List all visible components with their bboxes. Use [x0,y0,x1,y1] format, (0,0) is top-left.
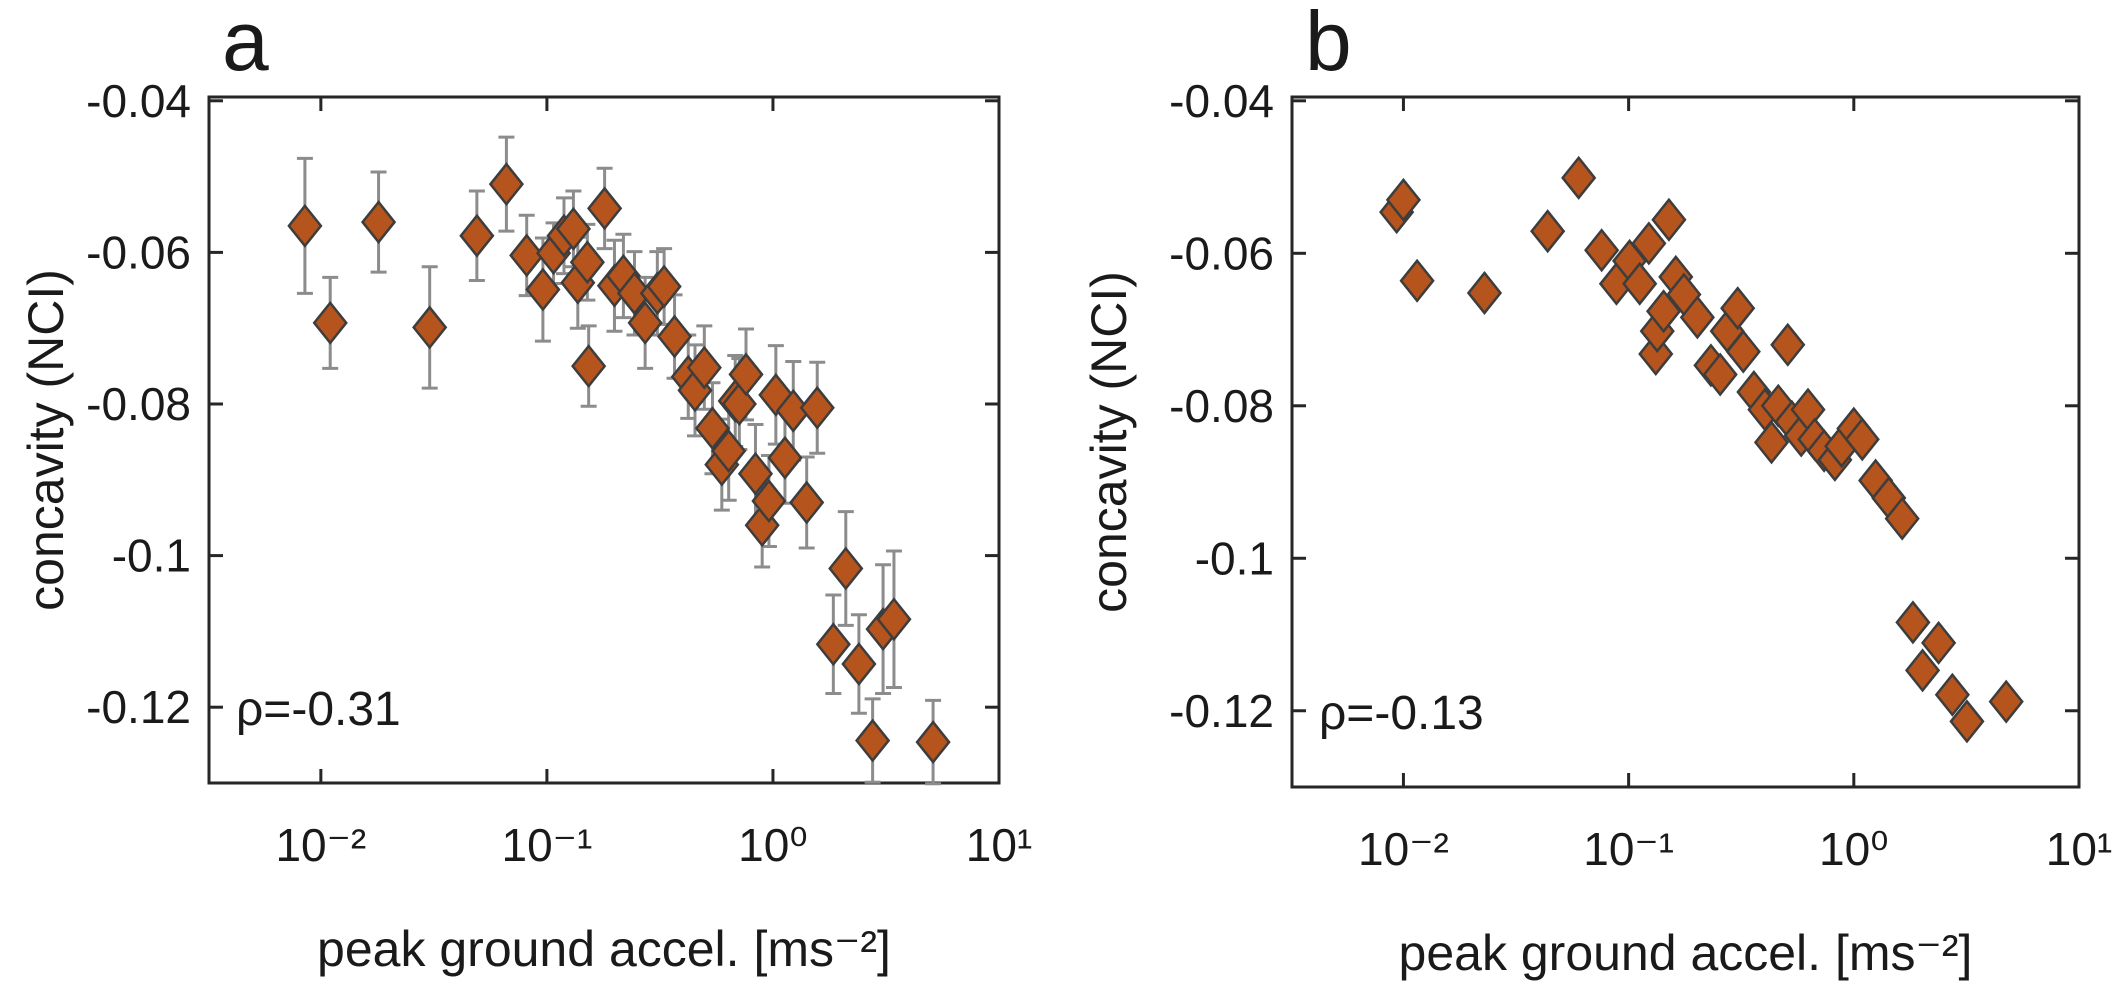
point [1949,699,1985,744]
y-tick-label: -0.06 [86,226,191,278]
point [1385,177,1422,222]
y-tick-label: -0.08 [86,378,191,430]
point [751,479,787,524]
point [488,162,525,207]
point [1720,286,1756,331]
point [1702,352,1738,397]
point [728,352,764,397]
x-tick-label: 10⁰ [1819,823,1889,875]
point [915,720,951,765]
point [1584,228,1620,273]
point [1466,270,1503,315]
point [1399,258,1435,303]
point [694,406,731,451]
point [525,267,561,312]
y-tick-label: -0.12 [86,681,191,733]
y-tick-label: -0.04 [1169,75,1274,127]
point [569,240,605,285]
annotation: ρ=-0.31 [236,683,401,736]
plot-frame [207,95,1001,785]
point [1622,261,1658,306]
point [1679,295,1715,340]
x-tick-label: 10¹ [966,819,1032,871]
point [841,641,877,686]
point [876,597,912,642]
y-tick-label: -0.06 [1169,227,1274,279]
point [855,718,891,763]
point [815,622,851,667]
point [721,381,757,426]
point [1530,209,1566,254]
point [767,435,803,480]
y-axis-label: concavity (NCI) [18,269,74,611]
point [1631,221,1667,266]
point [360,200,397,245]
plot-frame [1290,95,2081,789]
point [737,451,774,496]
y-axis-label: concavity (NCI) [1081,271,1137,613]
x-tick-label: 10⁻¹ [502,819,593,871]
point [1904,648,1941,693]
y-tick-label: -0.12 [1169,685,1274,737]
point [1934,672,1970,717]
point [1753,420,1790,465]
point [1895,600,1931,645]
panel-label: b [1305,0,1352,88]
y-tick-label: -0.08 [1169,380,1274,432]
y-tick-label: -0.1 [112,530,191,582]
point [1561,155,1597,200]
point [1651,197,1687,242]
point [555,206,592,251]
point [312,300,348,345]
panel: 10⁻² 10⁻¹ 10⁰ 10¹ -0.04 -0.06 -0.08 -0.1 -0.12 pe… [18,0,1032,977]
point [287,203,323,248]
point [711,428,747,473]
point [571,344,607,389]
x-tick-label: 10⁻² [1358,823,1449,875]
point [1884,496,1920,541]
point [1844,417,1880,462]
panel-label: a [222,0,269,88]
panel: 10⁻² 10⁻¹ 10⁰ 10¹ -0.04 -0.06 -0.08 -0.1 -0.12 pe… [1081,0,2112,981]
point [1921,620,1957,665]
x-tick-label: 10⁻¹ [1583,823,1674,875]
x-tick-label: 10¹ [2046,823,2112,875]
point [828,546,864,591]
point [627,300,663,345]
annotation: ρ=-0.13 [1319,687,1484,740]
point [686,345,722,390]
y-tick-label: -0.1 [1195,532,1274,584]
x-tick-label: 10⁻² [275,819,366,871]
x-axis-label: peak ground accel. [ms⁻²] [1399,925,1973,981]
point [1988,679,2024,724]
point [459,213,495,258]
point [587,186,623,231]
point [1725,329,1761,374]
point [789,480,825,525]
point [1770,322,1806,367]
point [656,314,693,359]
point [509,233,545,278]
point [646,264,682,309]
point [799,385,835,430]
x-axis-label: peak ground accel. [ms⁻²] [317,921,891,977]
y-tick-label: -0.04 [86,75,191,127]
point [1645,289,1682,334]
point [412,305,448,350]
x-tick-label: 10⁰ [738,819,808,871]
